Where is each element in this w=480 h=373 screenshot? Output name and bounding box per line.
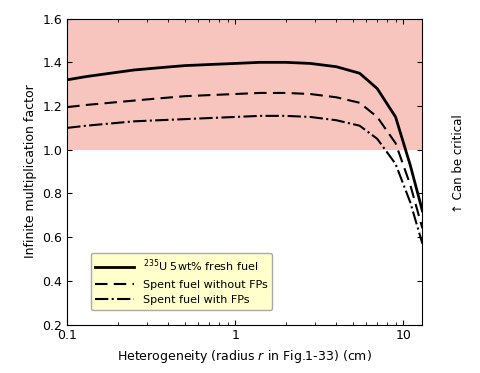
Legend: $^{235}$U 5wt% fresh fuel, Spent fuel without FPs, Spent fuel with FPs: $^{235}$U 5wt% fresh fuel, Spent fuel wi… bbox=[91, 253, 272, 310]
Text: ↑ Can be critical: ↑ Can be critical bbox=[452, 115, 465, 213]
Y-axis label: Infinite multiplication factor: Infinite multiplication factor bbox=[24, 85, 37, 258]
X-axis label: Heterogeneity (radius $r$ in Fig.1-33) (cm): Heterogeneity (radius $r$ in Fig.1-33) (… bbox=[117, 348, 372, 365]
